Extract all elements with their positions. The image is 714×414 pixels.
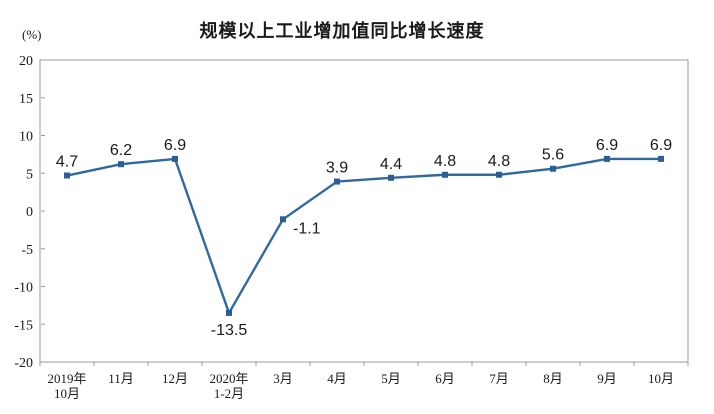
data-point-value-label: 6.2 <box>110 142 132 159</box>
data-point-marker <box>334 178 340 185</box>
x-axis-category-label: 12月 <box>162 371 188 386</box>
data-point-marker <box>280 216 286 223</box>
data-point-value-label: 6.9 <box>164 137 186 154</box>
y-axis-tick-label: 20 <box>19 54 33 69</box>
data-point-value-label: 6.9 <box>650 137 672 154</box>
y-axis-tick-label: 5 <box>26 167 33 182</box>
plot-area-border <box>39 59 689 363</box>
x-axis-category-label: 7月 <box>489 371 509 386</box>
data-point-marker <box>658 155 664 162</box>
y-axis-tick-label: 10 <box>19 130 33 145</box>
y-axis-tick-label: -20 <box>14 356 33 371</box>
data-point-value-label: 4.8 <box>488 153 510 170</box>
data-point-marker <box>172 155 178 162</box>
data-point-value-label: 5.6 <box>542 147 564 164</box>
data-point-marker <box>388 174 394 181</box>
y-axis-tick-label: -5 <box>21 243 33 258</box>
data-point-value-label: 4.7 <box>56 154 78 171</box>
x-axis-category-label: 10月 <box>648 371 674 386</box>
y-axis-tick-label: -15 <box>14 318 33 333</box>
data-point-marker <box>442 171 448 178</box>
y-axis-unit-label: (%) <box>22 27 42 42</box>
data-point-value-label: 4.8 <box>434 153 456 170</box>
x-axis-category-label: 9月 <box>597 371 617 386</box>
data-point-marker <box>64 172 70 179</box>
y-axis-tick-label: 0 <box>26 205 33 220</box>
x-axis-category-label: 5月 <box>381 371 401 386</box>
data-point-value-label: -1.1 <box>293 220 321 237</box>
x-axis-category-label: 2019年 10月 <box>47 371 86 401</box>
x-axis-category-label: 2020年 1-2月 <box>209 371 248 401</box>
data-point-value-label: 6.9 <box>596 137 618 154</box>
data-point-marker <box>118 161 124 168</box>
data-point-marker <box>550 165 556 172</box>
data-point-marker <box>226 309 232 316</box>
data-point-value-label: -13.5 <box>211 322 248 339</box>
chart-title: 规模以上工业增加值同比增长速度 <box>199 21 485 41</box>
x-axis-category-label: 11月 <box>108 371 134 386</box>
data-point-marker <box>496 171 502 178</box>
data-point-value-label: 4.4 <box>380 156 402 173</box>
x-axis-category-label: 4月 <box>327 371 347 386</box>
x-axis-category-label: 3月 <box>273 371 293 386</box>
y-axis-tick-label: -10 <box>14 281 33 296</box>
data-point-value-label: 3.9 <box>326 160 348 177</box>
data-line <box>66 157 661 315</box>
x-axis-category-label: 6月 <box>435 371 455 386</box>
x-axis-category-label: 8月 <box>543 371 563 386</box>
y-axis-tick-label: 15 <box>19 92 33 107</box>
data-point-marker <box>604 155 610 162</box>
